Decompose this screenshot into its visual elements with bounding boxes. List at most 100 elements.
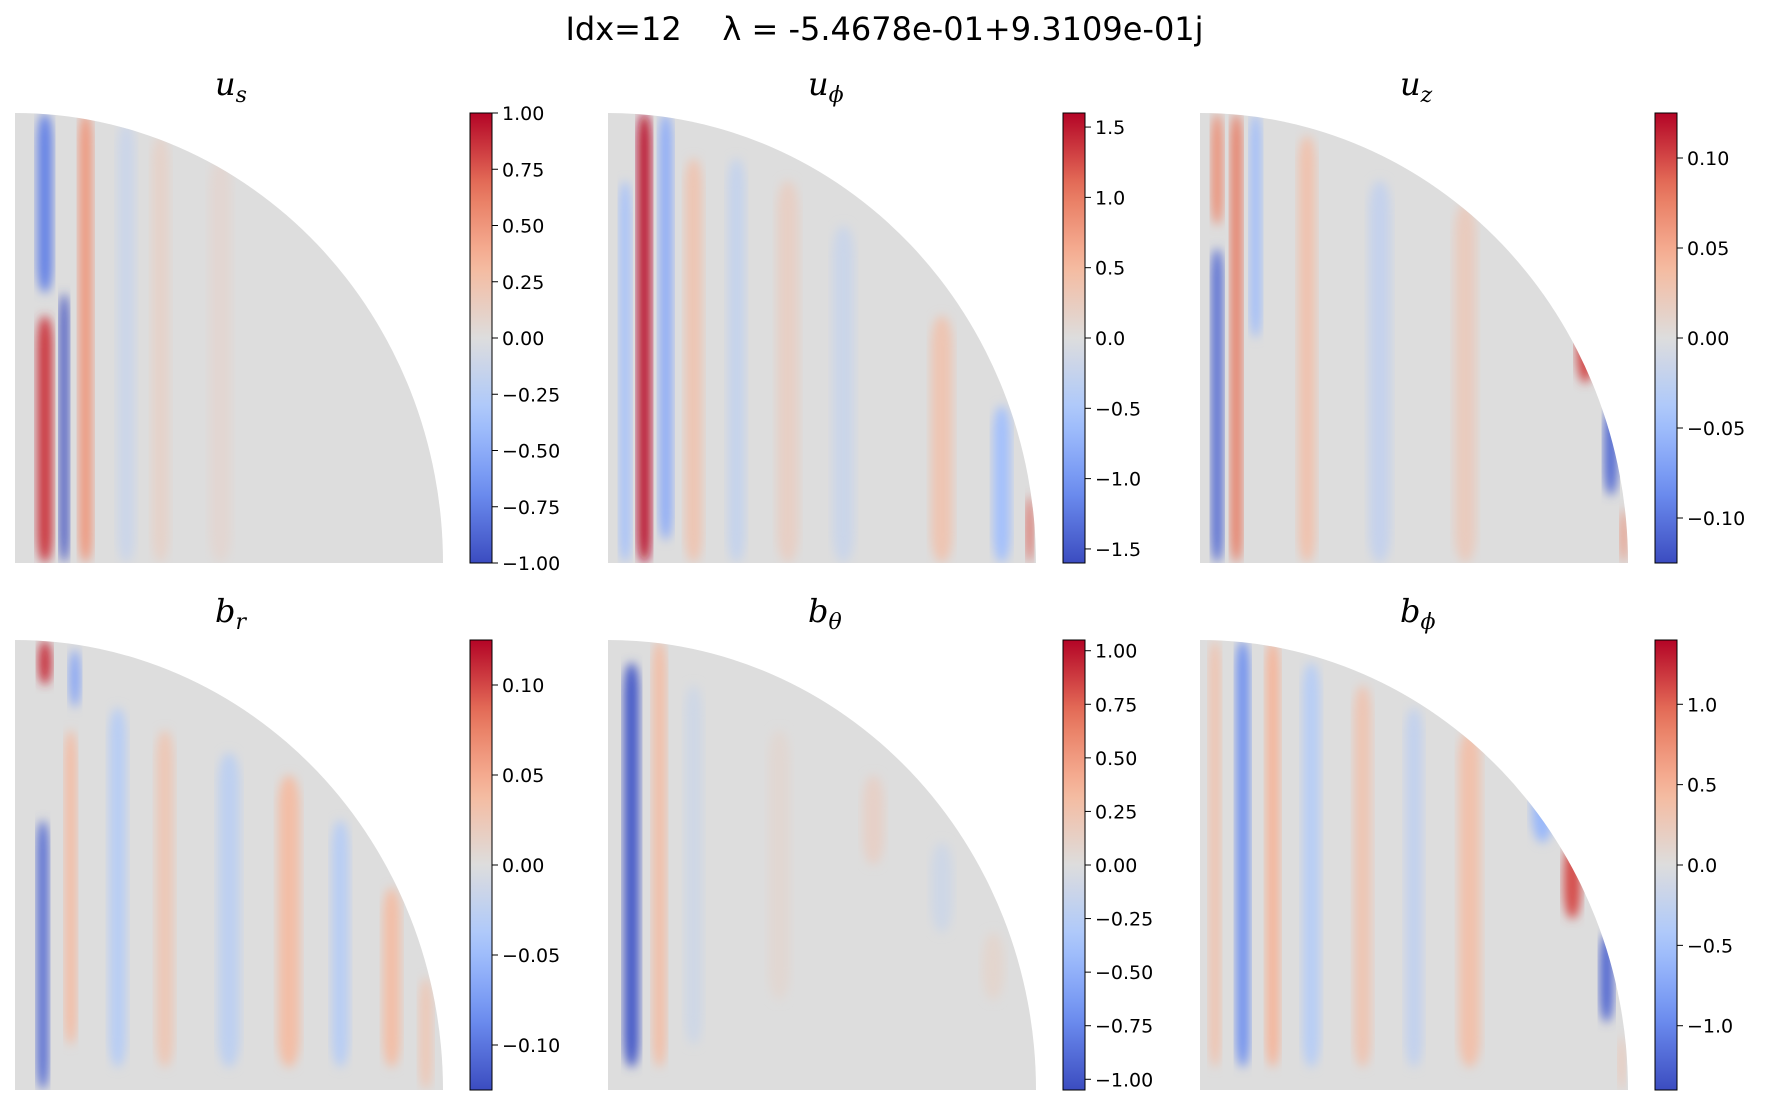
heatmap-band-8	[1576, 302, 1594, 383]
colorbar-tick-label: −1.00	[1095, 1069, 1153, 1091]
heatmap-band-6	[209, 158, 232, 563]
heatmap-band-3	[79, 113, 93, 563]
heatmap-band-2	[59, 293, 69, 563]
heatmap-band-5	[1405, 707, 1423, 1068]
heatmap-background	[608, 640, 1036, 1090]
colorbar-tick-label: −0.10	[1687, 508, 1745, 530]
heatmap-band-2	[1266, 640, 1280, 1068]
colorbar-tick-label: −0.75	[1095, 1016, 1153, 1038]
heatmap-band-6	[832, 225, 855, 563]
colorbar-tick-label: 0.5	[1095, 258, 1125, 280]
heatmap-band-9	[383, 887, 401, 1068]
heatmap-band-5	[931, 842, 953, 933]
heatmap-band-4	[1298, 135, 1316, 563]
colorbar-tick-label: 1.5	[1095, 117, 1125, 139]
heatmap-band-4	[862, 775, 885, 865]
heatmap-band-3	[1302, 662, 1320, 1068]
colorbar-tick-label: −0.05	[502, 945, 560, 967]
colorbar-tick-label: 0.00	[502, 855, 544, 877]
heatmap-band-4	[727, 158, 745, 563]
colorbar-tick-label: −0.25	[502, 384, 560, 406]
colorbar	[1062, 639, 1086, 1091]
heatmap-band-5	[151, 135, 170, 563]
heatmap-band-5	[156, 730, 174, 1068]
heatmap-band-0	[1209, 640, 1221, 1068]
heatmap-band-3	[685, 158, 703, 563]
colorbar-tick-label: 0.00	[502, 328, 544, 350]
heatmap-band-9	[1600, 932, 1614, 1023]
heatmap-band-1	[652, 640, 666, 1068]
colorbar-tick-label: 0.50	[1095, 748, 1137, 770]
heatmap-band-10	[1618, 1036, 1625, 1090]
heatmap-background	[1200, 113, 1628, 563]
heatmap-band-1	[637, 113, 651, 563]
heatmap-band-0	[37, 315, 53, 563]
heatmap-band-6	[218, 752, 240, 1068]
panel-0: us 1.00 0.75 0.50 0.25 0.00 −0.25 −0.50 −0.75 −1.…	[15, 65, 560, 575]
heatmap-band-5	[1369, 180, 1391, 563]
heatmap-band-4	[109, 707, 127, 1068]
heatmap-band-7	[931, 315, 953, 563]
colorbar-tick-label: −1.0	[1095, 469, 1141, 491]
heatmap-band-4	[117, 122, 135, 563]
colorbar	[469, 639, 493, 1091]
heatmap-band-9	[1026, 495, 1033, 563]
colorbar-tick-label: −0.50	[502, 441, 560, 463]
heatmap-band-3	[65, 730, 76, 1045]
colorbar-tick-label: 1.0	[1687, 694, 1717, 716]
colorbar-tick-label: 0.5	[1687, 775, 1717, 797]
colorbar	[469, 112, 493, 564]
heatmap-band-2	[685, 685, 703, 1045]
panel-title: us	[215, 65, 247, 108]
heatmap-band-7	[1546, 225, 1564, 293]
colorbar-tick-label: 0.0	[1687, 855, 1717, 877]
heatmap-band-7	[1531, 775, 1554, 843]
colorbar-tick-label: 0.25	[1095, 801, 1137, 823]
heatmap-field	[1200, 640, 1628, 1090]
colorbar-tick-label: 0.00	[1095, 855, 1137, 877]
colorbar-tick-label: −0.5	[1687, 935, 1733, 957]
heatmap-band-4	[1354, 685, 1372, 1068]
heatmap-band-3	[1250, 113, 1261, 338]
heatmap-band-2	[37, 820, 49, 1090]
colorbar-tick-label: 0.00	[1687, 328, 1729, 350]
heatmap-band-0	[624, 662, 640, 1068]
colorbar	[1654, 112, 1678, 564]
colorbar-tick-label: 1.0	[1095, 187, 1125, 209]
heatmap-band-6	[982, 932, 1004, 1000]
heatmap-band-2	[659, 113, 673, 541]
panel-5: bϕ 1.0 0.5 0.0 −0.5 −1.0	[1200, 592, 1733, 1091]
heatmap-band-0	[619, 180, 631, 563]
heatmap-band-2	[1231, 113, 1242, 563]
heatmap-band-8	[993, 405, 1011, 563]
heatmap-band-7	[278, 775, 300, 1068]
heatmap-band-6	[1454, 203, 1477, 563]
heatmap-band-0	[38, 640, 52, 685]
colorbar-tick-label: 1.00	[502, 103, 544, 125]
heatmap-band-8	[1563, 842, 1581, 919]
colorbar-tick-label: −0.75	[502, 497, 560, 519]
colorbar-tick-label: 0.75	[1095, 694, 1137, 716]
colorbar-tick-label: −0.05	[1687, 418, 1745, 440]
colorbar-tick-label: 0.05	[1687, 238, 1729, 260]
panel-4: bθ 1.00 0.75 0.50 0.25 0.00 −0.25 −0.50 −0.75 −1.…	[608, 592, 1153, 1091]
panel-1: uϕ 1.5 1.0 0.5 0.0 −0.5 −1.0 −1.5	[608, 65, 1141, 564]
colorbar-tick-label: −0.25	[1095, 909, 1153, 931]
colorbar-tick-label: −1.0	[1687, 1016, 1733, 1038]
colorbar-tick-label: −0.10	[502, 1035, 560, 1057]
heatmap-band-10	[1620, 509, 1627, 563]
heatmap-field	[608, 640, 1036, 1090]
heatmap-band-1	[1236, 640, 1250, 1068]
heatmap-field	[15, 640, 443, 1090]
panel-title: br	[215, 592, 247, 635]
panel-title: uϕ	[808, 65, 844, 108]
heatmap-band-6	[1458, 730, 1481, 1068]
heatmap-band-0	[1211, 248, 1223, 563]
colorbar-tick-label: 0.0	[1095, 328, 1125, 350]
heatmap-field	[1200, 113, 1628, 563]
heatmap-band-5	[777, 180, 799, 563]
colorbar-tick-label: −1.00	[502, 553, 560, 575]
figure-title: Idx=12 λ = -5.4678e-01+9.3109e-01j	[565, 10, 1204, 48]
heatmap-band-1	[1211, 113, 1223, 226]
colorbar-tick-label: 0.10	[1687, 148, 1729, 170]
